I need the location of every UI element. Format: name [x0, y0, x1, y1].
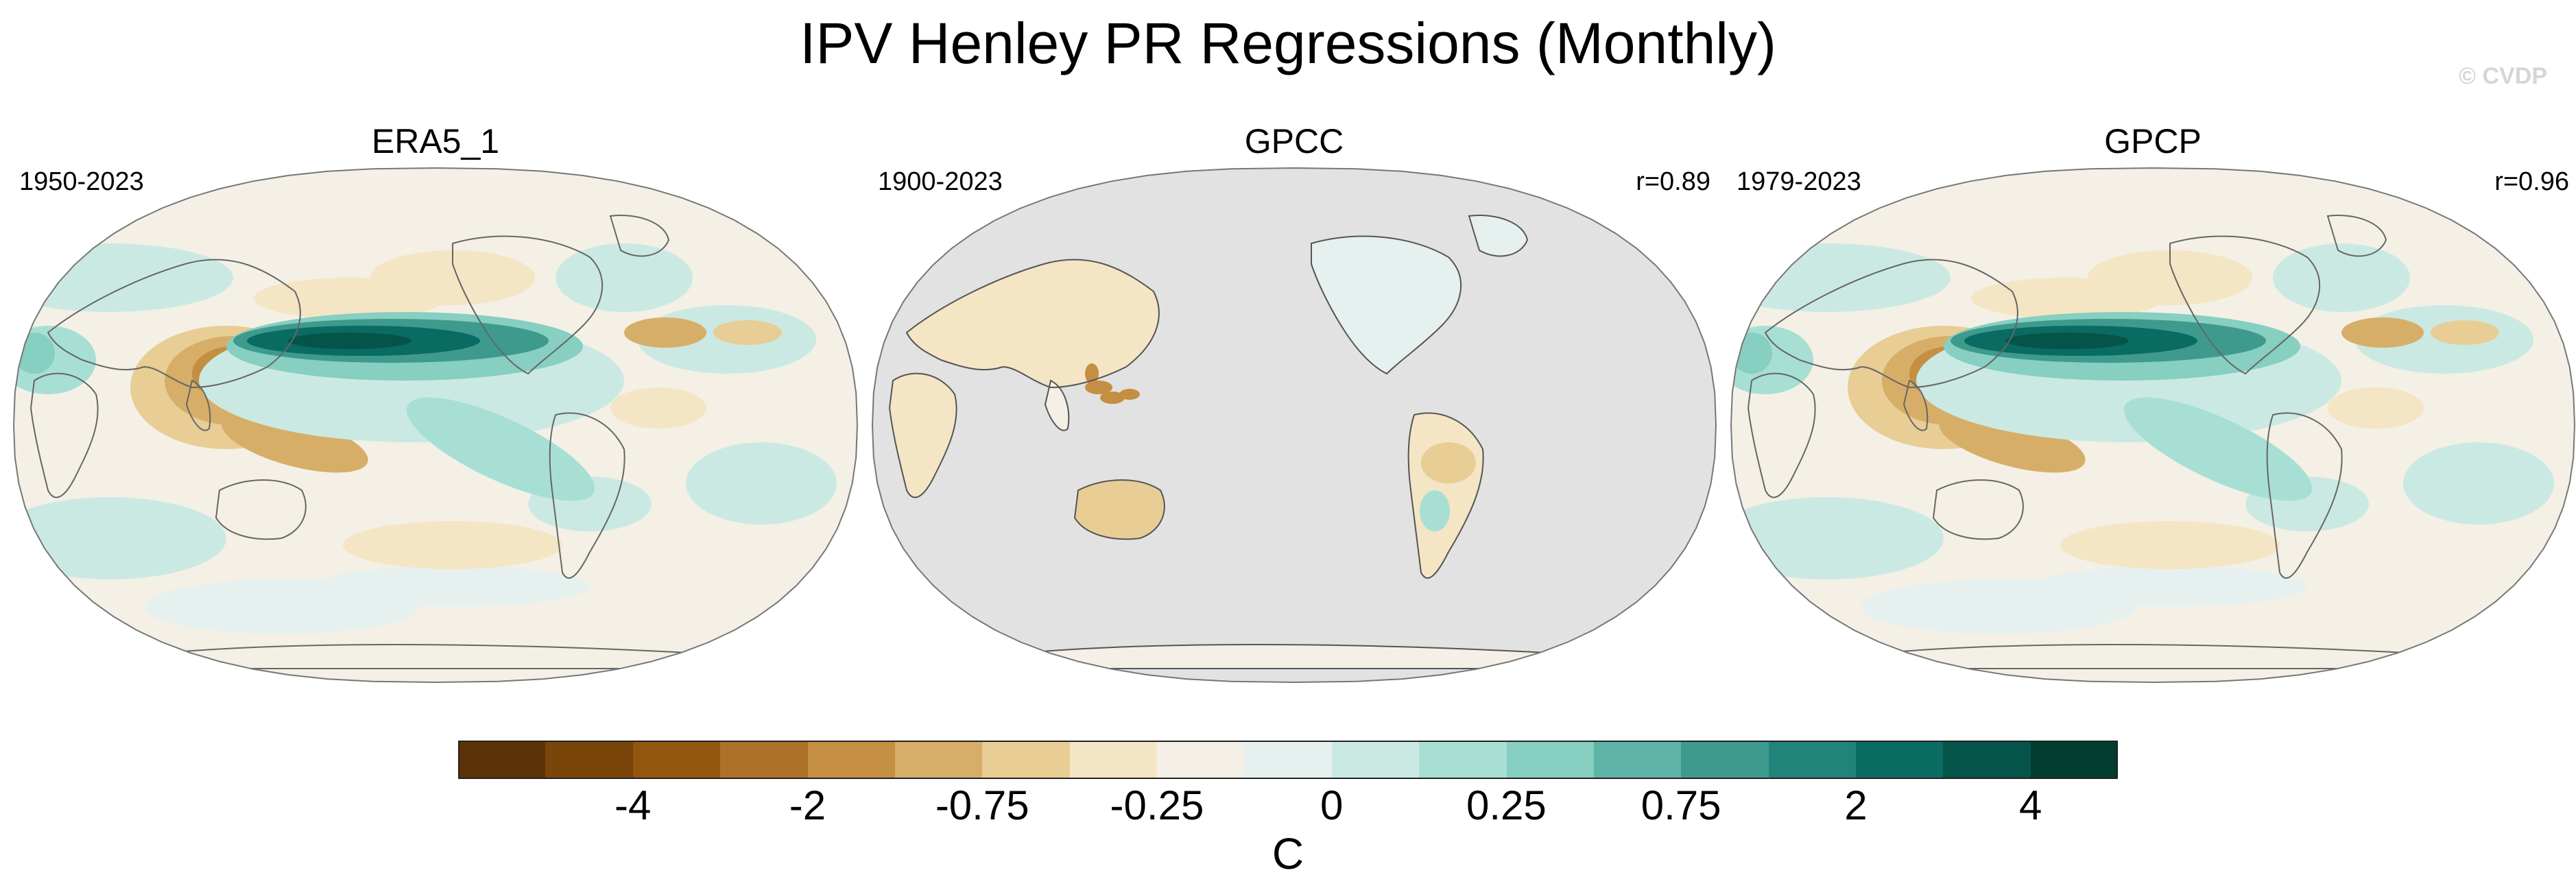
colorbar-tick-label: 0.25: [1466, 782, 1547, 828]
colorbar-units: C: [1272, 829, 1304, 878]
colorbar-box: [1856, 741, 1944, 779]
colorbar-tick-label: 0.75: [1641, 782, 1721, 828]
colorbar-tick-label: 2: [1844, 782, 1868, 828]
colorbar-box: [632, 741, 721, 779]
panel-title: GPCC: [1244, 122, 1344, 160]
colorbar-tick-label: 4: [2018, 782, 2042, 828]
panel-correlation: r=0.96: [2494, 167, 2569, 196]
colorbar-tick-label: -2: [789, 782, 826, 828]
panel-correlation: r=0.89: [1636, 167, 1710, 196]
map-panel-gpcp: GPCP 1979-2023 r=0.96: [1724, 110, 2576, 699]
colorbar-box: [545, 741, 633, 779]
colorbar-box: [894, 741, 983, 779]
colorbar-box: [807, 741, 895, 779]
colorbar-tick-label: 0: [1320, 782, 1344, 828]
colorbar-box: [458, 741, 546, 779]
panel-period: 1900-2023: [878, 167, 1003, 196]
robinson-map: [12, 167, 859, 684]
colorbar-box: [1419, 741, 1507, 779]
colorbar-box: [1069, 741, 1157, 779]
figure-title: IPV Henley PR Regressions (Monthly): [800, 11, 1776, 75]
copyright-watermark: © CVDP: [2459, 63, 2547, 89]
colorbar-tick-label: -0.25: [1110, 782, 1204, 828]
colorbar-box: [1943, 741, 2031, 779]
colorbar-tick-label: -0.75: [935, 782, 1029, 828]
colorbar: [458, 741, 2119, 779]
colorbar-box: [1331, 741, 1420, 779]
panel-title: ERA5_1: [371, 122, 500, 160]
panel-period: 1979-2023: [1737, 167, 1861, 196]
robinson-map: [1730, 167, 2576, 684]
map-panel-gpcc: GPCC 1900-2023 r=0.89: [866, 110, 1723, 699]
map-panel-era5: ERA5_1 1950-2023: [7, 110, 864, 699]
colorbar-box: [1593, 741, 1682, 779]
colorbar-tick-label: -4: [615, 782, 652, 828]
colorbar-box: [1681, 741, 1769, 779]
colorbar-box: [1157, 741, 1245, 779]
colorbar-box: [720, 741, 808, 779]
panel-period: 1950-2023: [19, 167, 144, 196]
colorbar-box: [982, 741, 1070, 779]
colorbar-box: [1768, 741, 1856, 779]
colorbar-tick-labels: -4 -2 -0.75 -0.25 0 0.25 0.75 2 4: [458, 782, 2118, 830]
colorbar-box: [1506, 741, 1594, 779]
colorbar-box: [2030, 741, 2119, 779]
colorbar-box: [1244, 741, 1332, 779]
robinson-map: [871, 167, 1717, 684]
panel-title: GPCP: [2104, 122, 2202, 160]
